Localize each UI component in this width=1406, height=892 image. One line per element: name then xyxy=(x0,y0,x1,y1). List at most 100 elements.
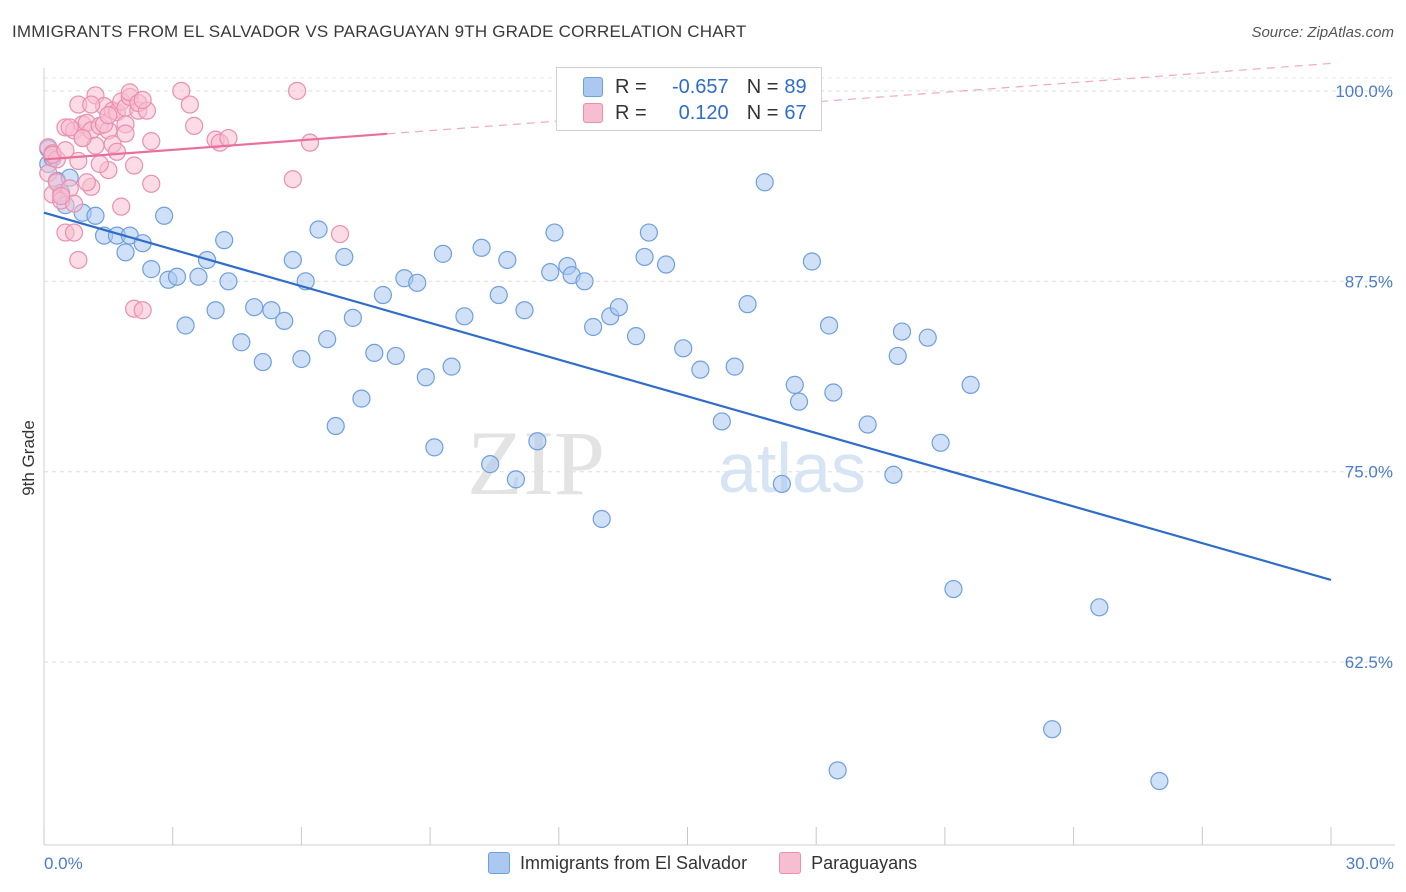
el-salvador-point[interactable] xyxy=(365,343,384,362)
el-salvador-point[interactable] xyxy=(918,328,937,347)
el-salvador-point[interactable] xyxy=(635,247,654,267)
el-salvador-point[interactable] xyxy=(1090,598,1109,617)
el-salvador-point[interactable] xyxy=(592,509,611,529)
el-salvador-point[interactable] xyxy=(352,389,371,408)
el-salvador-point[interactable] xyxy=(275,311,294,331)
el-salvador-point[interactable] xyxy=(232,333,251,352)
el-salvador-point[interactable] xyxy=(498,250,517,270)
el-salvador-point[interactable] xyxy=(433,244,453,263)
el-salvador-point[interactable] xyxy=(318,330,337,349)
series-legend-paraguayans[interactable]: Paraguayans xyxy=(779,852,917,874)
el-salvador-point[interactable] xyxy=(884,465,903,484)
el-salvador-point[interactable] xyxy=(245,298,264,317)
el-salvador-point[interactable] xyxy=(802,252,822,271)
el-salvador-point[interactable] xyxy=(283,250,302,270)
paraguayan-point[interactable] xyxy=(90,154,109,174)
el-salvador-point[interactable] xyxy=(725,357,744,376)
paraguayan-point[interactable] xyxy=(142,132,161,151)
el-salvador-point[interactable] xyxy=(528,432,547,451)
el-salvador-point[interactable] xyxy=(155,206,174,225)
el-salvador-point[interactable] xyxy=(335,247,354,267)
el-salvador-point[interactable] xyxy=(142,260,161,279)
el-salvador-point[interactable] xyxy=(584,317,603,337)
el-salvador-point[interactable] xyxy=(545,223,564,242)
el-salvador-point[interactable] xyxy=(609,298,628,317)
el-salvador-point[interactable] xyxy=(656,255,676,274)
paraguayan-point[interactable] xyxy=(116,124,135,143)
el-salvador-point[interactable] xyxy=(442,357,461,376)
series-legend-el-salvador[interactable]: Immigrants from El Salvador xyxy=(488,852,747,874)
paraguayan-point[interactable] xyxy=(60,118,79,137)
el-salvador-point[interactable] xyxy=(1043,720,1062,739)
el-salvador-point[interactable] xyxy=(772,474,791,494)
paraguayan-point[interactable] xyxy=(219,128,238,148)
el-salvador-point[interactable] xyxy=(116,243,135,262)
paraguayan-point[interactable] xyxy=(288,81,307,100)
paraguayan-point[interactable] xyxy=(142,174,161,193)
paraguayan-point[interactable] xyxy=(300,133,320,152)
el-salvador-point[interactable] xyxy=(86,206,105,225)
paraguayan-point[interactable] xyxy=(73,128,92,148)
el-salvador-point[interactable] xyxy=(931,433,950,452)
el-salvador-point[interactable] xyxy=(824,383,843,402)
paraguayan-point[interactable] xyxy=(64,223,84,242)
el-salvador-point[interactable] xyxy=(755,173,774,192)
el-salvador-point[interactable] xyxy=(506,470,526,489)
el-salvador-point[interactable] xyxy=(541,263,560,282)
paraguayan-point[interactable] xyxy=(107,142,127,161)
el-salvador-point[interactable] xyxy=(888,346,907,366)
el-salvador-point[interactable] xyxy=(944,579,963,599)
el-salvador-point[interactable] xyxy=(206,301,225,320)
el-salvador-point[interactable] xyxy=(691,360,710,379)
el-salvador-point[interactable] xyxy=(785,375,804,394)
el-salvador-point[interactable] xyxy=(961,375,980,394)
paraguayan-point[interactable] xyxy=(133,90,152,110)
paraguayan-point[interactable] xyxy=(99,106,118,125)
el-salvador-point[interactable] xyxy=(425,438,444,457)
el-salvador-point[interactable] xyxy=(626,327,646,346)
el-salvador-point[interactable] xyxy=(326,416,345,436)
el-salvador-point[interactable] xyxy=(819,316,839,335)
paraguayan-point[interactable] xyxy=(69,151,88,171)
el-salvador-point[interactable] xyxy=(892,322,912,341)
el-salvador-point[interactable] xyxy=(189,267,208,286)
paraguayan-point[interactable] xyxy=(330,224,350,244)
el-salvador-point[interactable] xyxy=(167,267,187,286)
el-salvador-point[interactable] xyxy=(262,301,281,320)
paraguayan-point[interactable] xyxy=(180,95,199,114)
el-salvador-point[interactable] xyxy=(343,308,362,327)
paraguayan-point[interactable] xyxy=(77,173,97,192)
el-salvador-point[interactable] xyxy=(176,316,195,335)
paraguayan-point[interactable] xyxy=(283,170,302,189)
el-salvador-point[interactable] xyxy=(639,223,658,242)
paraguayan-point[interactable] xyxy=(82,95,101,114)
paraguayan-point[interactable] xyxy=(112,197,131,216)
el-salvador-point[interactable] xyxy=(253,352,272,372)
el-salvador-point[interactable] xyxy=(515,301,534,320)
paraguayan-point[interactable] xyxy=(172,81,191,100)
el-salvador-point[interactable] xyxy=(674,339,693,358)
el-salvador-point[interactable] xyxy=(292,349,311,369)
paraguayan-point[interactable] xyxy=(52,186,71,206)
paraguayan-point[interactable] xyxy=(69,250,88,270)
el-salvador-point[interactable] xyxy=(481,455,500,474)
el-salvador-point[interactable] xyxy=(219,272,238,291)
el-salvador-point[interactable] xyxy=(738,295,757,314)
paraguayan-point[interactable] xyxy=(124,156,144,175)
el-salvador-point[interactable] xyxy=(575,272,594,291)
paraguayan-point[interactable] xyxy=(185,116,204,135)
el-salvador-point[interactable] xyxy=(828,761,847,780)
el-salvador-point[interactable] xyxy=(712,412,731,431)
el-salvador-point[interactable] xyxy=(309,220,328,239)
el-salvador-point[interactable] xyxy=(789,392,809,411)
el-salvador-point[interactable] xyxy=(489,285,508,305)
el-salvador-point[interactable] xyxy=(408,273,427,292)
el-salvador-point[interactable] xyxy=(472,238,491,257)
el-salvador-point[interactable] xyxy=(373,285,393,305)
el-salvador-point[interactable] xyxy=(455,307,474,326)
el-salvador-point[interactable] xyxy=(386,346,405,366)
el-salvador-point[interactable] xyxy=(215,231,234,250)
el-salvador-point[interactable] xyxy=(1150,771,1169,791)
el-salvador-point[interactable] xyxy=(416,368,435,387)
el-salvador-point[interactable] xyxy=(858,415,877,434)
